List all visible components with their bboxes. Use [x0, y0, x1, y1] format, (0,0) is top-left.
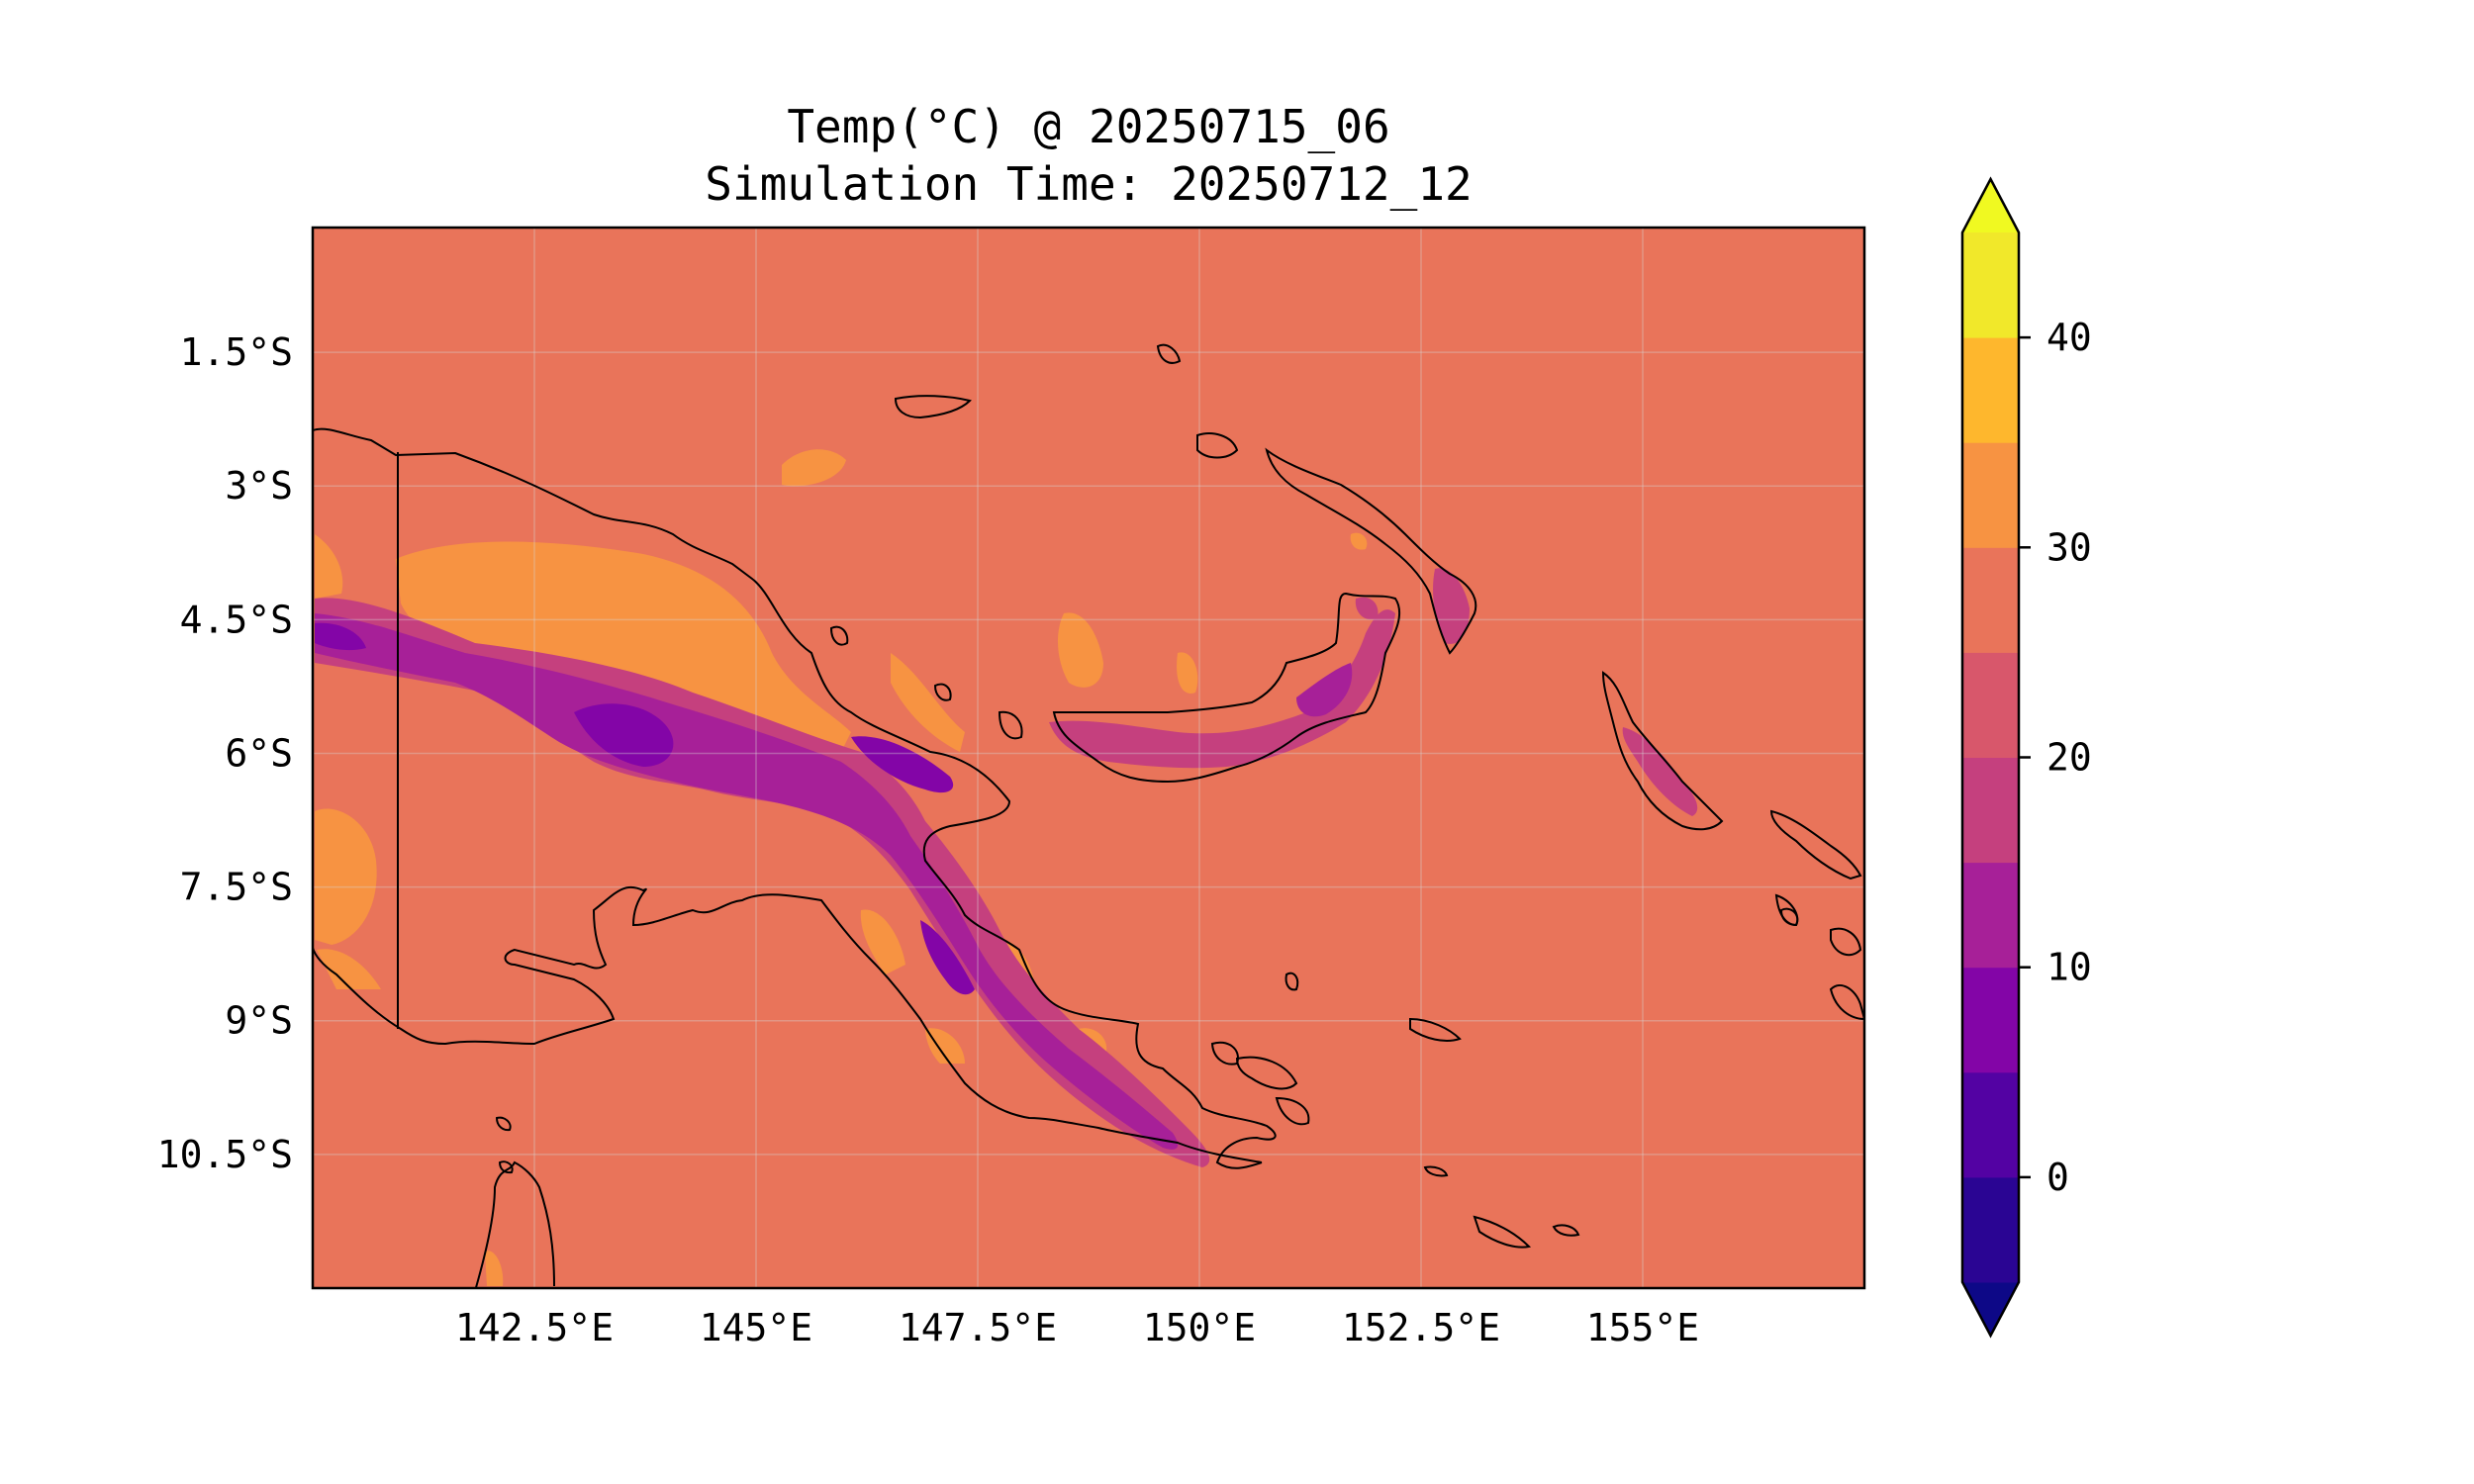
cool-region-bougainville — [1622, 727, 1698, 816]
coastline-island-woodlark — [1409, 1017, 1462, 1042]
colorbar-segment — [1962, 337, 2019, 443]
colorbar-tick-label: 20 — [2046, 736, 2092, 780]
colorbar-tick-label: 40 — [2046, 316, 2092, 359]
coldest-region-ridge — [851, 736, 954, 793]
coastline-solomons-1 — [1769, 809, 1862, 881]
longitude-tick-label: 150°E — [1143, 1306, 1256, 1349]
map-subtitle: Simulation Time: 20250712_12 — [705, 157, 1473, 211]
map-title: Temp(°C) @ 20250715_06 — [787, 100, 1390, 153]
coastline-east-solomons — [1829, 984, 1864, 1021]
coastline-torres-1 — [495, 1116, 512, 1132]
longitude-tick-label: 145°E — [700, 1306, 812, 1349]
coastlines — [313, 343, 1864, 1288]
colorbar-segment — [1962, 862, 2019, 969]
colorbar-segment — [1962, 967, 2019, 1073]
latitude-tick-label: 1.5°S — [180, 330, 293, 374]
colorbar-segment — [1962, 757, 2019, 864]
warm-region-west-2 — [315, 808, 377, 945]
temperature-field — [315, 449, 1698, 1286]
colorbar-segment — [1962, 652, 2019, 758]
coastline-island-rossel — [1473, 1215, 1532, 1249]
coastline-new-britain — [1052, 592, 1401, 784]
coastline-new-guinea-south — [313, 885, 1263, 1163]
warm-region-tail-1 — [860, 909, 905, 974]
coastline-island-north-2 — [1156, 343, 1182, 364]
coastline-island-north-1 — [894, 395, 972, 419]
colorbar-extend-high — [1962, 179, 2019, 232]
colorbar-segment — [1962, 232, 2019, 338]
colder-regions — [315, 613, 1353, 1150]
coastline-torres-2 — [498, 1160, 514, 1174]
latitude-tick-label: 7.5°S — [180, 866, 293, 909]
warm-region-island-4 — [1350, 532, 1368, 550]
colorbar-tick-label: 10 — [2046, 946, 2092, 989]
colorbar-segment — [1962, 442, 2019, 548]
coastline-bougainville — [1601, 671, 1724, 831]
coastline-island-umboi — [998, 710, 1023, 740]
colder-region-new-britain — [1296, 663, 1353, 717]
warm-region-west-1 — [315, 534, 343, 599]
colorbar-tick-label: 30 — [2046, 525, 2092, 569]
longitude-tick-label: 152.5°E — [1342, 1306, 1500, 1349]
map-gridlines — [313, 228, 1864, 1288]
colorbar-segment — [1962, 1176, 2019, 1283]
coastline-new-ireland — [1265, 447, 1477, 655]
longitude-labels: 142.5°E 145°E 147.5°E 150°E 152.5°E 155°E — [455, 1306, 1699, 1349]
cool-region-island-2 — [1355, 597, 1379, 620]
coastline-new-guinea-north — [313, 427, 1277, 1169]
coastline-island-fergusson — [1235, 1056, 1298, 1090]
coastline-australia — [474, 1160, 555, 1288]
warm-region-north-coast — [396, 541, 851, 752]
cool-region-new-ireland — [1433, 568, 1470, 644]
colder-region-highlands — [315, 613, 1179, 1150]
coastline-island-north-3 — [1196, 432, 1239, 459]
colorbar-extend-low — [1962, 1282, 2019, 1336]
coastline-island-normanby — [1275, 1096, 1310, 1126]
coldest-region-south — [920, 920, 975, 995]
map-background — [313, 228, 1864, 1288]
coastline-solomons-3 — [1830, 927, 1862, 957]
warm-region-west-3 — [317, 949, 381, 989]
coastline-island-misima — [1285, 972, 1299, 991]
warm-region-southtip — [485, 1251, 504, 1286]
latitude-tick-label: 3°S — [225, 464, 293, 508]
colorbar-segment — [1962, 547, 2019, 653]
warm-region-island-3 — [1177, 652, 1198, 694]
map-frame — [311, 226, 1866, 1290]
latitude-tick-label: 4.5°S — [180, 598, 293, 641]
cool-region-new-britain — [1049, 609, 1395, 769]
coastline-east-solomons-2 — [1779, 907, 1799, 927]
coastline-island-long — [933, 683, 952, 701]
colorbar: 0 10 20 30 40 — [1960, 176, 2092, 1339]
coldest-region-central — [574, 703, 674, 767]
warm-region-coast-east — [891, 653, 965, 752]
colorbar-segment — [1962, 1071, 2019, 1178]
latitude-tick-label: 9°S — [225, 999, 293, 1043]
longitude-tick-label: 147.5°E — [899, 1306, 1057, 1349]
coastline-island-louisiade — [1552, 1224, 1580, 1237]
longitude-tick-label: 155°E — [1586, 1306, 1699, 1349]
latitude-labels: 1.5°S 3°S 4.5°S 6°S 7.5°S 9°S 10.5°S — [157, 330, 293, 1176]
latitude-tick-label: 10.5°S — [157, 1133, 293, 1176]
latitude-tick-label: 6°S — [225, 731, 293, 775]
colorbar-outline — [1960, 176, 2021, 1339]
warm-region-tail-2 — [925, 1028, 965, 1064]
warm-region-island-2 — [1057, 612, 1103, 688]
coastline-island-karkar — [829, 625, 849, 646]
warm-region-island-1 — [782, 449, 846, 487]
longitude-tick-label: 142.5°E — [455, 1306, 614, 1349]
coastline-island-tagula — [1423, 1165, 1449, 1177]
coldest-regions — [315, 622, 975, 995]
colorbar-tick-label: 0 — [2046, 1156, 2069, 1199]
coldest-region-west — [315, 622, 366, 651]
